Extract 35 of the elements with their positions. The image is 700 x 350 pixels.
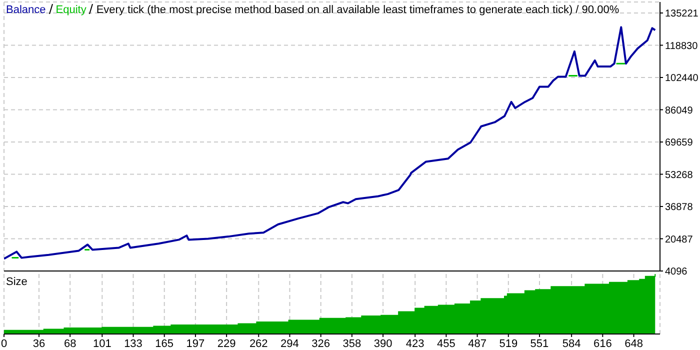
x-tick-label: 487 — [468, 338, 486, 350]
text: Equity — [56, 4, 88, 16]
x-tick-label: 68 — [64, 338, 76, 350]
x-tick-label: 648 — [624, 338, 643, 350]
chart-title: Every tick (the most precise method based on all available least timeframes to generate each tick) / 90.00% — [96, 4, 620, 16]
x-tick-label: 0 — [0, 338, 8, 350]
chart-title: Size — [6, 276, 28, 288]
x-tick-label: 390 — [374, 338, 392, 350]
y-tick-label: 102440 — [665, 73, 699, 84]
y-tick-label: 135221 — [665, 8, 699, 20]
x-tick-label: 358 — [342, 338, 362, 350]
x-tick-label: 197 — [186, 338, 205, 350]
line-series — [4, 26, 656, 260]
x-tick-label: 165 — [155, 338, 174, 350]
x-tick-label: 326 — [312, 338, 330, 350]
x-tick-label: 455 — [437, 338, 456, 350]
y-tick-label: 53268 — [665, 170, 694, 181]
y-tick-label: 4096 — [665, 266, 688, 278]
x-tick-label: 133 — [124, 338, 142, 350]
x-tick-label: 294 — [280, 338, 299, 350]
text: Balance — [6, 4, 47, 16]
y-tick-label: 118830 — [665, 40, 698, 52]
x-tick-label: 101 — [92, 338, 112, 350]
x-tick-label: 519 — [499, 338, 518, 350]
y-tick-label: 86049 — [665, 105, 694, 116]
x-tick-label: 36 — [32, 338, 46, 350]
x-tick-label: 262 — [249, 338, 268, 350]
x-tick-label: 229 — [217, 338, 236, 350]
x-tick-label: 584 — [562, 338, 581, 350]
y-tick-label: 69659 — [665, 138, 694, 149]
y-tick-label: 20487 — [665, 234, 694, 246]
x-tick-label: 423 — [406, 338, 424, 350]
x-tick-label: 551 — [530, 338, 549, 350]
y-tick-label: 36878 — [665, 202, 694, 214]
x-tick-label: 616 — [593, 338, 612, 350]
